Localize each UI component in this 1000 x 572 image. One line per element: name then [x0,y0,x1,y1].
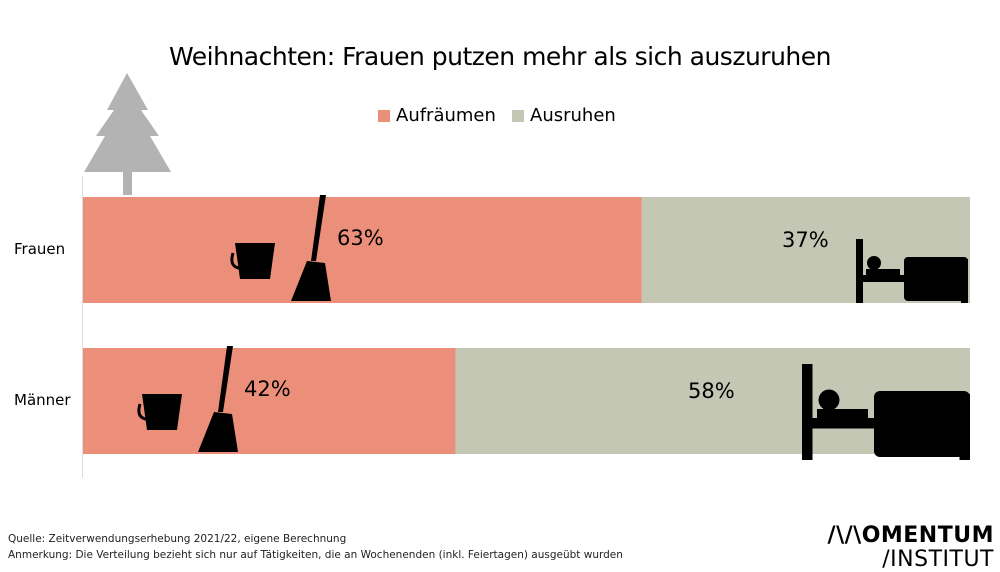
chart-title: Weihnachten: Frauen putzen mehr als sich… [169,42,831,71]
legend-item-aufraeumen: Aufräumen [378,105,496,126]
bucket-icon [137,394,182,430]
category-label: Frauen [14,240,66,258]
bed-icon [802,364,970,460]
category-label: Männer [14,391,71,409]
bed-icon [856,239,968,303]
value-label: 63% [337,226,384,250]
value-label: 42% [244,377,291,401]
bar-aufräumen-männer [83,348,456,454]
legend-swatch [378,109,390,122]
bar-aufräumen-frauen [83,197,642,303]
annotation-note: Anmerkung: Die Verteilung bezieht sich n… [8,549,623,561]
bucket-icon [230,243,275,279]
value-label: 58% [688,379,735,403]
momentum-logo: /\/\OMENTUM /INSTITUT [828,524,994,572]
legend-label: Aufräumen [396,105,496,126]
tree-icon [84,73,171,195]
broom-icon [291,195,331,301]
logo-line2: /INSTITUT [882,547,994,572]
logo-line1: /\/\OMENTUM [827,523,994,548]
legend-swatch [512,109,524,122]
legend-label: Ausruhen [530,105,616,126]
value-label: 37% [782,228,829,252]
broom-icon [198,346,238,452]
source-note: Quelle: Zeitverwendungserhebung 2021/22,… [8,533,347,545]
legend-item-ausruhen: Ausruhen [512,105,616,126]
